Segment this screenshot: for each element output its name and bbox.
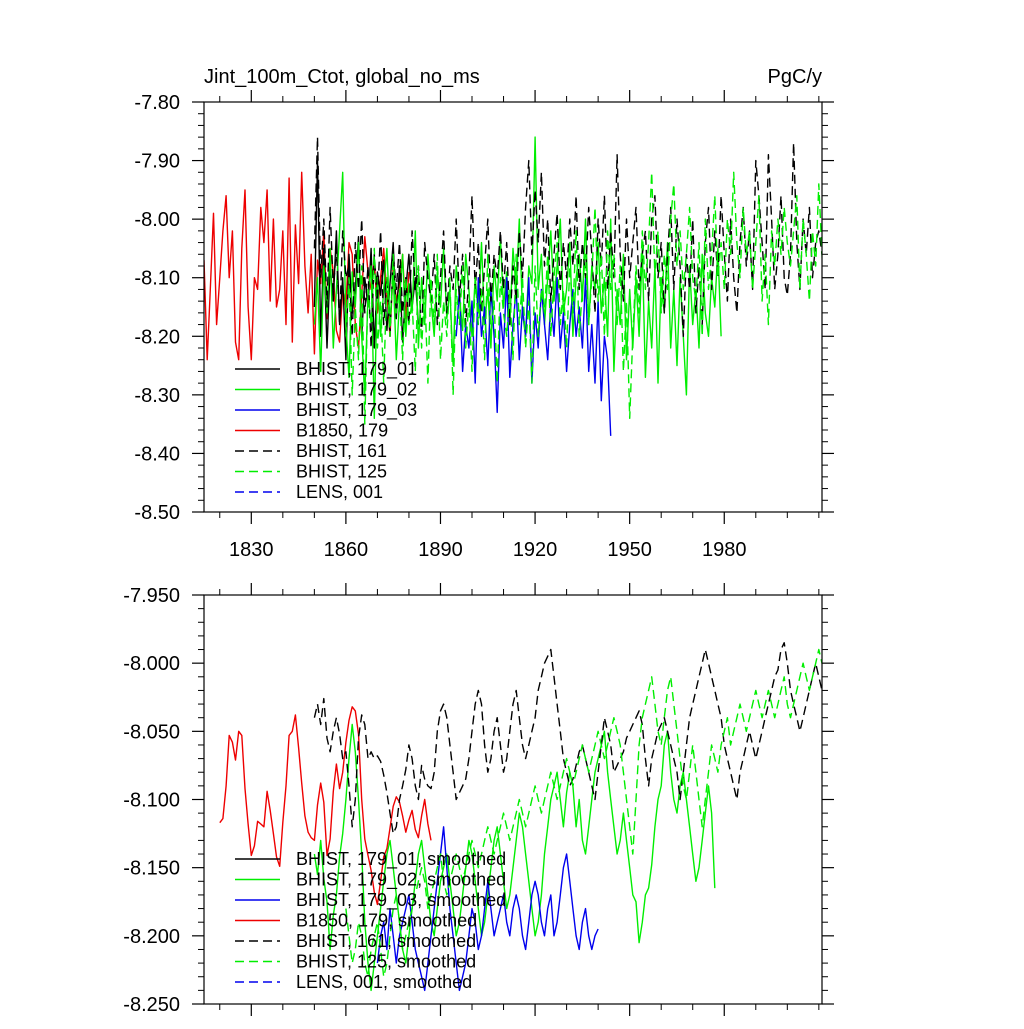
series-line-b1850-179-smoothed bbox=[219, 706, 432, 906]
legend-label: BHIST, 161 bbox=[296, 441, 387, 461]
legend-label: LENS, 001, smoothed bbox=[296, 972, 472, 992]
y-tick-label: -8.200 bbox=[123, 926, 180, 948]
y-tick-label: -7.950 bbox=[123, 585, 180, 607]
y-tick-label: -7.80 bbox=[134, 92, 180, 114]
legend-label: BHIST, 179_03, smoothed bbox=[296, 890, 506, 911]
x-tick-label: 1920 bbox=[513, 539, 558, 561]
legend-label: B1850, 179, smoothed bbox=[296, 911, 477, 931]
series-group bbox=[204, 136, 822, 436]
series-line-bhist-125 bbox=[345, 171, 822, 425]
y-tick-label: -8.50 bbox=[134, 502, 180, 524]
bottom-panel: -7.950 -8.000 -8.050 -8.100 -8.150 -8.200 -8.2… bbox=[123, 583, 834, 1016]
legend-label: BHIST, 161, smoothed bbox=[296, 931, 476, 951]
legend-label: BHIST, 179_01, smoothed bbox=[296, 849, 506, 870]
x-tick-label: 1890 bbox=[418, 539, 463, 561]
series-line-bhist-179-03 bbox=[455, 277, 612, 436]
legend-label: BHIST, 179_02 bbox=[296, 380, 417, 401]
series-line-bhist-161 bbox=[313, 136, 822, 349]
top-panel: Jint_100m_Ctot, global_no_ms PgC/y 1830 1… bbox=[134, 66, 834, 561]
legend-label: BHIST, 179_03 bbox=[296, 400, 417, 421]
series-line-bhist-179-03-smoothed bbox=[376, 826, 599, 992]
legend-label: BHIST, 179_01 bbox=[296, 359, 417, 380]
y-tick-label: -8.250 bbox=[123, 994, 180, 1016]
legend-label: BHIST, 125, smoothed bbox=[296, 952, 476, 972]
x-tick-label: 1950 bbox=[607, 539, 652, 561]
legend-label: LENS, 001 bbox=[296, 482, 383, 502]
y-tick-label: -8.00 bbox=[134, 209, 180, 231]
plot-frame bbox=[203, 101, 823, 513]
y-tick-label: -8.20 bbox=[134, 326, 180, 348]
series-line-bhist-179-02-smoothed bbox=[313, 723, 716, 992]
x-tick-label: 1830 bbox=[229, 539, 274, 561]
y-tick-label: -8.050 bbox=[123, 721, 180, 743]
y-tick-label: -8.150 bbox=[123, 858, 180, 880]
x-tick-label: 1860 bbox=[324, 539, 369, 561]
x-tick-label: 1980 bbox=[702, 539, 747, 561]
legend-label: BHIST, 179_02, smoothed bbox=[296, 870, 506, 891]
y-tick-label: -8.30 bbox=[134, 385, 180, 407]
legend-label: B1850, 179 bbox=[296, 421, 388, 441]
chart-title: Jint_100m_Ctot, global_no_ms bbox=[204, 66, 480, 88]
series-line-bhist-125-smoothed bbox=[345, 648, 822, 978]
series-line-bhist-161-smoothed bbox=[313, 642, 822, 835]
units-label: PgC/y bbox=[768, 66, 822, 88]
y-tick-label: -8.40 bbox=[134, 443, 180, 465]
y-tick-label: -8.100 bbox=[123, 790, 180, 812]
y-tick-label: -8.000 bbox=[123, 653, 180, 675]
y-tick-label: -7.90 bbox=[134, 151, 180, 173]
y-tick-label: -8.10 bbox=[134, 268, 180, 290]
series-group bbox=[219, 642, 822, 992]
legend-label: BHIST, 125 bbox=[296, 462, 387, 482]
